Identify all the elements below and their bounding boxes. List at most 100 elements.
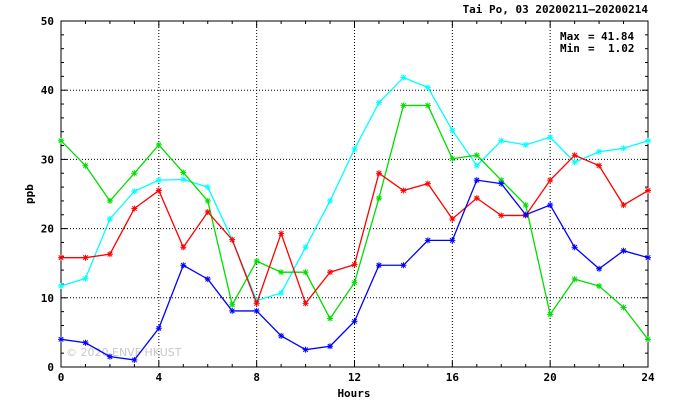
data-point: [449, 127, 456, 134]
data-point: [473, 152, 480, 159]
data-point: [155, 141, 162, 148]
data-point: [522, 202, 529, 209]
data-point: [58, 283, 64, 290]
data-point: [327, 343, 334, 350]
data-point: [375, 170, 382, 177]
data-point: [278, 289, 285, 296]
data-point: [571, 244, 578, 251]
stats-box: Max = 41.84 Min = 1.02: [560, 30, 635, 55]
data-point: [82, 254, 89, 261]
data-point: [473, 162, 480, 169]
data-point: [58, 254, 64, 261]
x-tick-label: 0: [58, 371, 65, 384]
data-point: [229, 236, 236, 243]
data-point: [302, 346, 309, 353]
data-point: [571, 159, 578, 166]
y-tick-label: 40: [41, 84, 54, 97]
data-point: [327, 269, 334, 276]
data-point: [253, 307, 260, 314]
data-point: [253, 300, 260, 307]
data-point: [229, 307, 236, 314]
data-point: [571, 152, 578, 159]
series-3: [58, 177, 651, 363]
data-point: [547, 311, 554, 318]
data-point: [58, 336, 64, 343]
data-point: [351, 279, 358, 286]
data-point: [106, 353, 113, 360]
data-point: [131, 170, 138, 177]
data-point: [424, 237, 431, 244]
data-point: [473, 177, 480, 184]
data-point: [498, 180, 505, 187]
grid-lines: [61, 21, 648, 367]
data-point: [547, 202, 554, 209]
data-point: [106, 215, 113, 222]
data-point: [449, 155, 456, 162]
data-point: [180, 176, 187, 183]
x-tick-label: 8: [253, 371, 260, 384]
data-point: [131, 205, 138, 212]
chart-title: Tai Po, 03 20200211–20200214: [463, 3, 649, 16]
data-point: [180, 262, 187, 269]
x-axis-label: Hours: [337, 387, 370, 400]
y-axis-label: ppb: [23, 184, 36, 204]
data-point: [302, 300, 309, 307]
data-point: [473, 195, 480, 202]
data-point: [131, 188, 138, 195]
data-point: [449, 237, 456, 244]
series-0: [58, 74, 651, 304]
min-label: Min: [560, 42, 580, 55]
data-point: [204, 208, 211, 215]
data-point: [498, 137, 505, 144]
data-point: [620, 304, 627, 311]
x-tick-label: 20: [544, 371, 557, 384]
data-point: [596, 265, 603, 272]
data-point: [547, 177, 554, 184]
data-point: [522, 211, 529, 218]
data-point: [351, 318, 358, 325]
data-point: [155, 177, 162, 184]
data-point: [229, 301, 236, 308]
data-point: [596, 162, 603, 169]
data-point: [302, 269, 309, 276]
data-point: [645, 336, 651, 343]
data-point: [155, 325, 162, 332]
max-label: Max: [560, 30, 580, 43]
data-point: [498, 212, 505, 219]
min-eq: =: [588, 42, 595, 55]
watermark: © 2020 ENVF HKUST: [66, 346, 182, 359]
data-point: [253, 258, 260, 265]
data-point: [131, 356, 138, 363]
data-point: [424, 180, 431, 187]
data-point: [375, 195, 382, 202]
max-value: 41.84: [601, 30, 634, 43]
x-tick-label: 16: [446, 371, 460, 384]
axis-tick-labels: 0 4 8 12 16 20 24 0 10 20 30 40 50: [41, 15, 655, 384]
max-eq: =: [588, 30, 595, 43]
data-point: [645, 137, 651, 144]
data-point: [82, 275, 89, 282]
data-point: [180, 244, 187, 251]
data-point: [620, 202, 627, 209]
data-point: [351, 146, 358, 153]
y-tick-label: 50: [41, 15, 54, 28]
data-point: [400, 262, 407, 269]
data-point: [106, 251, 113, 258]
data-point: [204, 184, 211, 191]
data-point: [596, 283, 603, 290]
data-point: [278, 269, 285, 276]
x-tick-label: 24: [641, 371, 655, 384]
data-point: [620, 247, 627, 254]
data-point: [645, 187, 651, 194]
data-point: [106, 197, 113, 204]
data-point: [327, 197, 334, 204]
data-point: [278, 230, 285, 237]
data-point: [571, 276, 578, 283]
data-point: [204, 197, 211, 204]
y-tick-label: 20: [41, 223, 54, 236]
data-point: [82, 339, 89, 346]
data-point: [327, 315, 334, 322]
data-point: [180, 169, 187, 176]
data-point: [278, 332, 285, 339]
